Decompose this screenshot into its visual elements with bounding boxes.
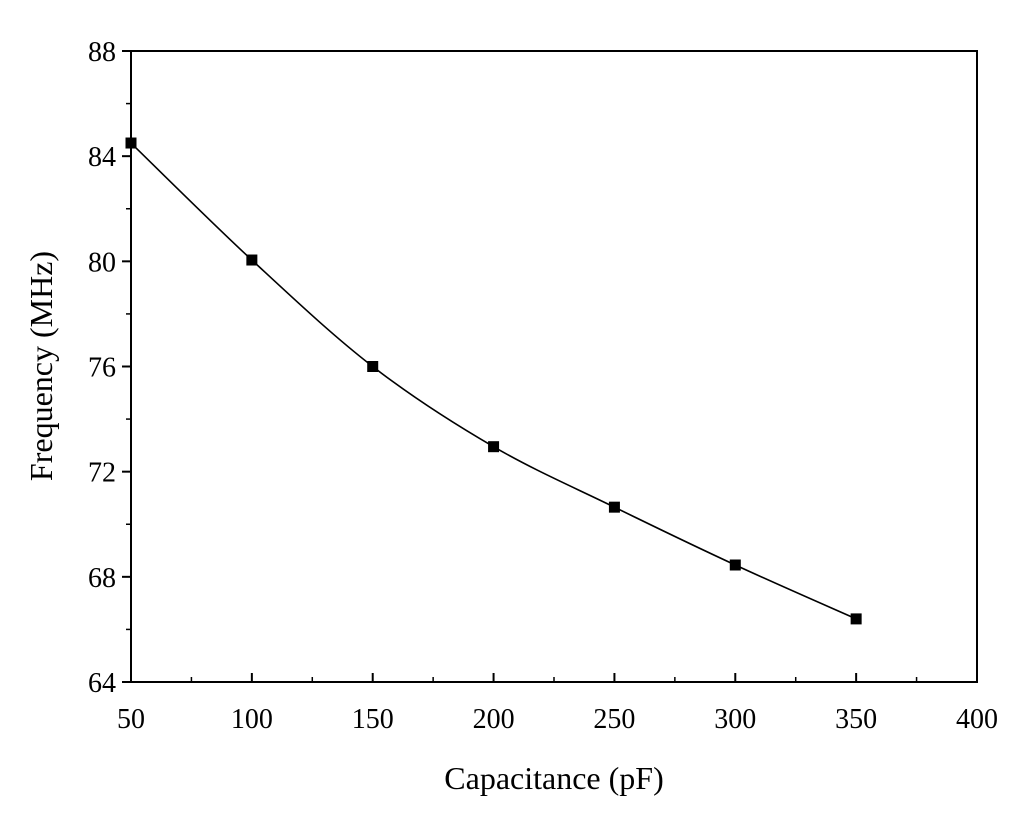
x-tick-label: 100: [231, 704, 273, 735]
y-tick-labels: 64 68 72 76 80 84 88: [88, 37, 116, 699]
x-tick-label: 50: [117, 704, 145, 735]
x-tick-label: 150: [352, 704, 394, 735]
x-tick-labels: 50 100 150 200 250 300 350 400: [117, 704, 998, 735]
data-point-marker: [608, 501, 620, 513]
data-point-marker: [488, 441, 500, 453]
x-tick-label: 300: [714, 704, 756, 735]
major-ticks: [122, 50, 978, 683]
x-tick-label: 200: [473, 704, 515, 735]
data-point-marker: [729, 559, 741, 571]
data-point-marker: [246, 254, 258, 266]
y-tick-label: 64: [88, 668, 116, 699]
fit-curve: [130, 142, 857, 620]
y-axis-title: Frequency (MHz): [23, 251, 59, 481]
data-point-marker: [850, 613, 862, 625]
x-tick-label: 350: [835, 704, 877, 735]
minor-ticks: [126, 102, 918, 682]
y-tick-label: 68: [88, 563, 116, 594]
x-tick-label: 400: [956, 704, 998, 735]
y-tick-label: 72: [88, 458, 116, 489]
y-tick-label: 76: [88, 353, 116, 384]
data-markers: [125, 137, 862, 625]
y-tick-label: 84: [88, 142, 116, 173]
data-point-marker: [367, 361, 379, 372]
x-tick-label: 250: [593, 704, 635, 735]
x-axis-title: Capacitance (pF): [444, 760, 663, 796]
y-tick-label: 88: [88, 37, 116, 68]
y-tick-label: 80: [88, 247, 116, 278]
plot-frame: [130, 50, 978, 683]
